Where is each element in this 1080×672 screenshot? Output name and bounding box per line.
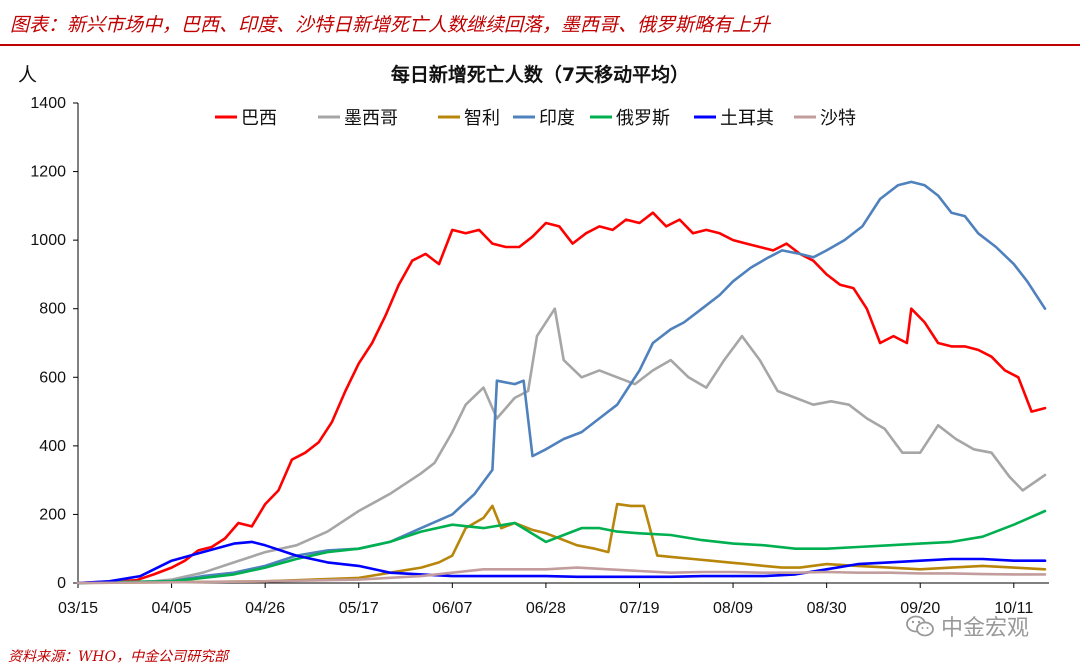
- y-axis-unit: 人: [18, 64, 38, 86]
- line-chart: 0 200 400 600 800 1000 1200 1400 03/15 04/05 04/26…: [30, 95, 1049, 617]
- y-tick-label: 600: [39, 369, 66, 386]
- x-tick-label: 05/17: [339, 600, 379, 617]
- legend-label: 巴西: [241, 108, 277, 129]
- series-line-印度: [76, 180, 1047, 585]
- figure-caption: 图表：新兴市场中，巴西、印度、沙特日新增死亡人数继续回落，墨西哥、俄罗斯略有上升: [10, 14, 771, 36]
- y-tick-label: 1200: [30, 164, 66, 181]
- caption-rule: [0, 44, 1080, 46]
- y-tick-label: 200: [39, 506, 66, 523]
- y-tick-label: 1000: [30, 232, 66, 249]
- legend-label: 沙特: [820, 108, 856, 129]
- legend-label: 俄罗斯: [616, 108, 670, 129]
- x-tick-label: 06/28: [526, 600, 566, 617]
- watermark: 中金宏观: [905, 610, 1029, 642]
- x-tick-label: 08/30: [807, 600, 847, 617]
- x-tick-label: 04/05: [152, 600, 192, 617]
- y-tick-label: 0: [57, 575, 66, 592]
- wechat-icon: [906, 615, 934, 637]
- y-tick-label: 800: [39, 301, 66, 318]
- legend-label: 智利: [464, 108, 500, 129]
- x-tick-label: 10/11: [994, 600, 1033, 617]
- y-tick-label: 1400: [30, 95, 66, 112]
- series-line-墨西哥: [76, 307, 1047, 585]
- x-tick-label: 07/19: [619, 600, 659, 617]
- y-tick-label: 400: [39, 438, 66, 455]
- x-tick-label: 09/20: [900, 600, 940, 617]
- source-note: 资料来源：WHO，中金公司研究部: [8, 649, 229, 665]
- x-tick-label: 08/09: [713, 600, 753, 617]
- series-line-巴西: [76, 211, 1047, 585]
- chart-title: 每日新增死亡人数（7天移动平均）: [390, 64, 690, 86]
- legend-label: 土耳其: [720, 108, 774, 129]
- series-line-沙特: [76, 566, 1047, 585]
- legend-label: 墨西哥: [344, 108, 398, 129]
- legend-label: 印度: [539, 108, 575, 129]
- x-tick-label: 03/15: [58, 600, 98, 617]
- series-line-土耳其: [76, 540, 1047, 585]
- watermark-text: 中金宏观: [941, 616, 1030, 641]
- x-tick-label: 06/07: [432, 600, 472, 617]
- x-tick-label: 04/26: [245, 600, 285, 617]
